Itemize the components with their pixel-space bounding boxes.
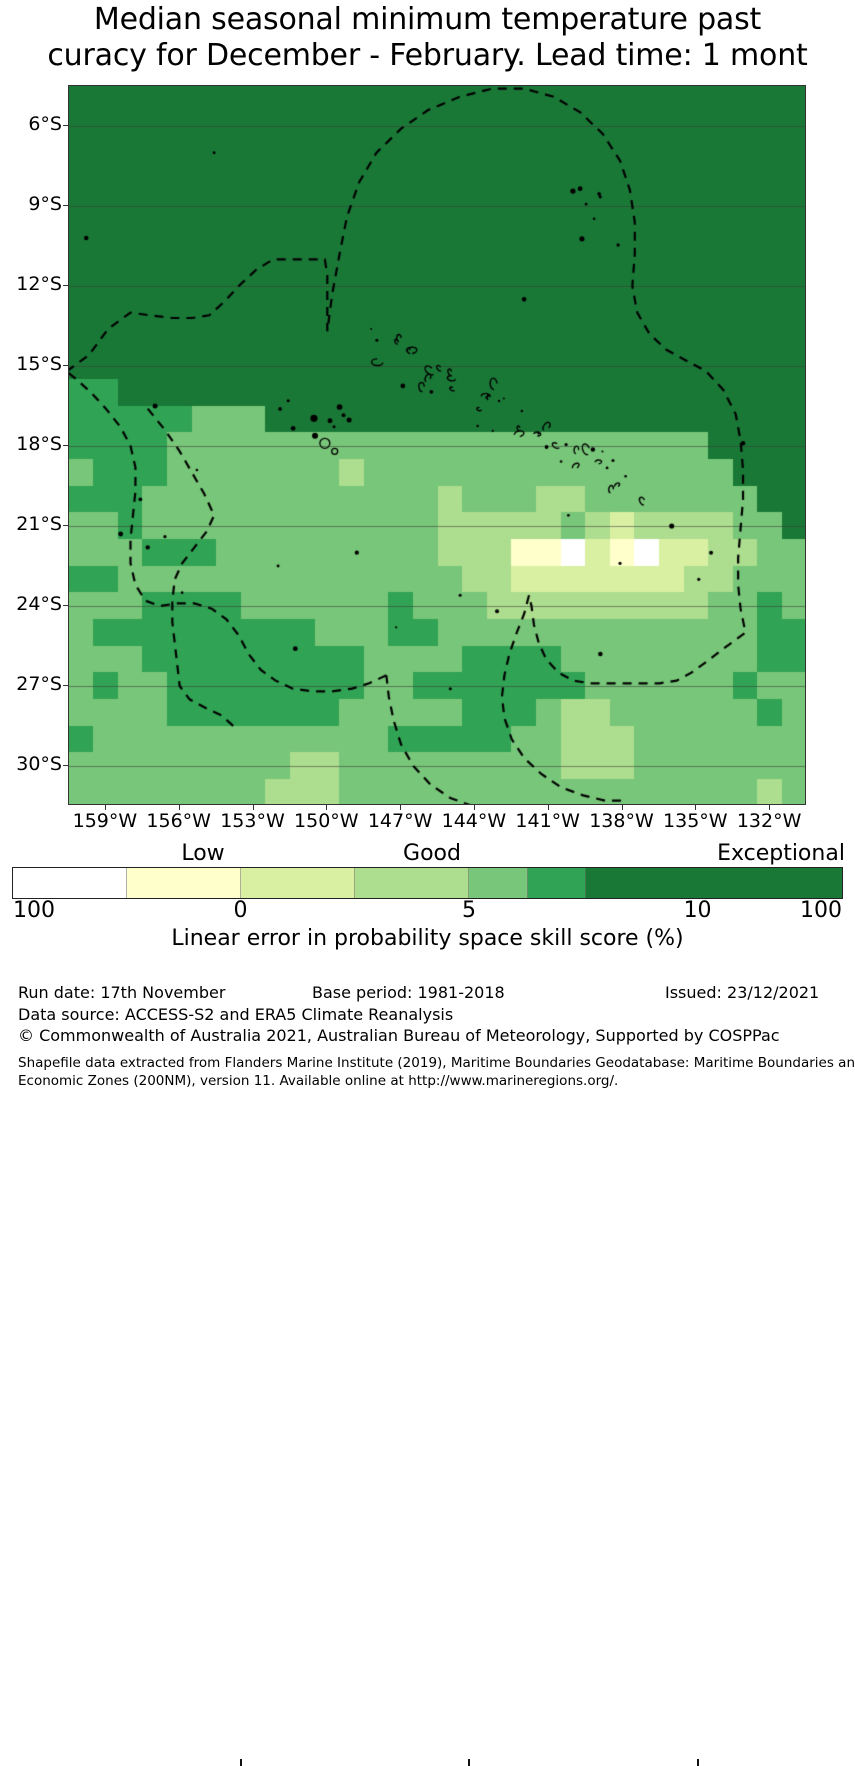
longitude-tick-label: 135°W (663, 810, 728, 832)
issued-date: Issued: 23/12/2021 (665, 983, 820, 1002)
latitude-tick-mark (63, 685, 68, 686)
longitude-tick-mark (178, 805, 180, 810)
longitude-tick-label: 159°W (72, 810, 138, 832)
latitude-tick-mark (63, 525, 68, 526)
latitude-tick-label: 6°S (28, 113, 62, 135)
latitude-tick-label: 15°S (16, 353, 62, 375)
latitude-tick-label: 24°S (16, 593, 62, 615)
latitude-tick-mark (63, 445, 68, 446)
longitude-tick-label: 153°W (220, 810, 285, 832)
colorbar-tick-label: 100 (13, 898, 55, 923)
latitude-tick-mark (63, 605, 68, 606)
longitude-tick-label: 141°W (515, 810, 580, 832)
colorbar-tick-mark (239, 1759, 242, 1766)
colorbar-segment (127, 868, 242, 898)
longitude-tick-label: 150°W (294, 810, 359, 832)
longitude-tick-label: 138°W (589, 810, 654, 832)
colorbar-tick-label: 10 (683, 898, 712, 923)
run-date: Run date: 17th November (18, 983, 226, 1002)
data-source: Data source: ACCESS-S2 and ERA5 Climate … (18, 1005, 454, 1024)
colorbar-segment (355, 868, 470, 898)
latitude-tick-label: 27°S (16, 673, 62, 695)
colorbar-segment (13, 868, 128, 898)
colorbar-tick-label: 0 (233, 898, 248, 923)
shapefile-credit-line-1: Shapefile data extracted from Flanders M… (18, 1055, 855, 1071)
longitude-tick-label: 156°W (146, 810, 211, 832)
latitude-tick-mark (63, 205, 68, 206)
colorbar-quality-label: Good (403, 841, 461, 866)
latitude-tick-mark (63, 765, 68, 766)
longitude-tick-mark (104, 805, 106, 810)
longitude-tick-mark (621, 805, 623, 810)
longitude-tick-mark (695, 805, 697, 810)
map-plot-area (68, 85, 806, 805)
longitude-tick-mark (547, 805, 549, 810)
colorbar-tick-label: 100 (800, 898, 842, 923)
colorbar-quality-label: Low (181, 841, 225, 866)
colorbar-tick-labels: 1000510152535100 (0, 898, 855, 1766)
colorbar-segment (469, 868, 528, 898)
longitude-tick-mark (400, 805, 402, 810)
colorbar-segment (527, 868, 586, 898)
latitude-tick-label: 9°S (28, 193, 62, 215)
latitude-tick-mark (63, 285, 68, 286)
colorbar-axis-label: Linear error in probability space skill … (171, 926, 684, 951)
longitude-tick-mark (769, 805, 771, 810)
colorbar-quality-label: Exceptional (717, 841, 845, 866)
colorbar-segment (585, 868, 842, 898)
colorbar (12, 867, 843, 899)
longitude-tick-label: 144°W (441, 810, 507, 832)
latitude-tick-label: 30°S (16, 753, 62, 775)
colorbar-tick-mark (468, 1759, 471, 1766)
chart-title: Median seasonal minimum temperature past… (0, 0, 855, 74)
colorbar-tick-mark (696, 1759, 699, 1766)
latitude-tick-label: 21°S (16, 513, 62, 535)
latitude-tick-label: 18°S (16, 433, 62, 455)
longitude-tick-label: 147°W (367, 810, 433, 832)
latitude-tick-label: 12°S (16, 273, 62, 295)
shapefile-credit-line-2: Economic Zones (200NM), version 11. Avai… (18, 1073, 619, 1089)
map-overlay-coastline-eez (69, 86, 805, 804)
colorbar-segment (241, 868, 356, 898)
footer-metadata: Run date: 17th November Base period: 198… (0, 982, 855, 1089)
colorbar-quality-labels: Low Good Exceptional (0, 841, 855, 867)
copyright: © Commonwealth of Australia 2021, Austra… (18, 1026, 780, 1045)
longitude-tick-mark (473, 805, 475, 810)
base-period: Base period: 1981-2018 (312, 983, 505, 1002)
colorbar-tick-label: 5 (462, 898, 477, 923)
footer-row-dates: Run date: 17th November Base period: 198… (0, 982, 855, 1004)
chart-title-line-2: curacy for December - February. Lead tim… (47, 38, 808, 73)
longitude-tick-mark (252, 805, 254, 810)
longitude-tick-mark (326, 805, 328, 810)
longitude-tick-label: 132°W (736, 810, 802, 832)
latitude-tick-mark (63, 365, 68, 366)
chart-title-line-1: Median seasonal minimum temperature past (93, 2, 762, 37)
latitude-tick-mark (63, 125, 68, 126)
